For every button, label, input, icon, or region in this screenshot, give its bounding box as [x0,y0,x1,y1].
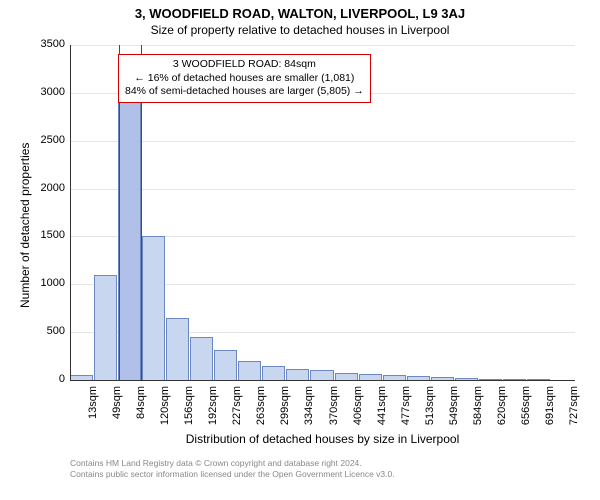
x-tick-label: 334sqm [303,386,315,431]
x-tick-label: 656sqm [520,386,532,431]
x-tick-label: 263sqm [255,386,267,431]
gridline [70,45,575,46]
annotation-box: 3 WOODFIELD ROAD: 84sqm ← 16% of detache… [118,54,371,103]
x-tick-label: 84sqm [135,386,147,431]
x-tick-label: 49sqm [111,386,123,431]
y-tick-label: 2500 [30,134,65,146]
page-title: 3, WOODFIELD ROAD, WALTON, LIVERPOOL, L9… [0,0,600,21]
y-tick-label: 3000 [30,86,65,98]
page-subtitle: Size of property relative to detached ho… [0,21,600,37]
x-tick-label: 192sqm [207,386,219,431]
y-tick-label: 500 [30,325,65,337]
y-tick-label: 3500 [30,38,65,50]
histogram-bar [238,361,261,380]
y-axis-line [70,45,71,380]
annotation-line2: ← 16% of detached houses are smaller (1,… [125,72,364,86]
histogram-bar [214,350,237,380]
gridline [70,189,575,190]
x-tick-label: 513sqm [424,386,436,431]
x-tick-label: 120sqm [159,386,171,431]
x-tick-label: 549sqm [448,386,460,431]
x-tick-label: 227sqm [231,386,243,431]
x-tick-label: 477sqm [400,386,412,431]
x-tick-label: 370sqm [328,386,340,431]
gridline [70,141,575,142]
y-tick-label: 0 [30,373,65,385]
x-tick-label: 584sqm [472,386,484,431]
histogram-bar [335,373,358,380]
x-tick-label: 13sqm [87,386,99,431]
annotation-line3: 84% of semi-detached houses are larger (… [125,85,364,99]
x-tick-label: 620sqm [496,386,508,431]
x-tick-label: 727sqm [568,386,580,431]
histogram-bar [262,366,285,380]
histogram-bar [118,74,141,380]
y-tick-label: 1000 [30,277,65,289]
annotation-line1: 3 WOODFIELD ROAD: 84sqm [125,58,364,72]
x-tick-label: 299sqm [279,386,291,431]
histogram-bar [94,275,117,380]
x-tick-label: 441sqm [376,386,388,431]
histogram-bar [190,337,213,380]
histogram-bar [142,236,165,380]
histogram-bar [286,369,309,380]
x-tick-label: 156sqm [183,386,195,431]
x-axis-line [70,380,575,381]
x-tick-label: 691sqm [544,386,556,431]
y-tick-label: 2000 [30,182,65,194]
histogram-bar [166,318,189,380]
x-axis-label: Distribution of detached houses by size … [70,432,575,446]
x-tick-label: 406sqm [352,386,364,431]
attribution-text: Contains HM Land Registry data © Crown c… [70,458,395,480]
attribution-line2: Contains public sector information licen… [70,469,395,480]
y-tick-label: 1500 [30,229,65,241]
histogram-bar [310,370,333,380]
attribution-line1: Contains HM Land Registry data © Crown c… [70,458,395,469]
